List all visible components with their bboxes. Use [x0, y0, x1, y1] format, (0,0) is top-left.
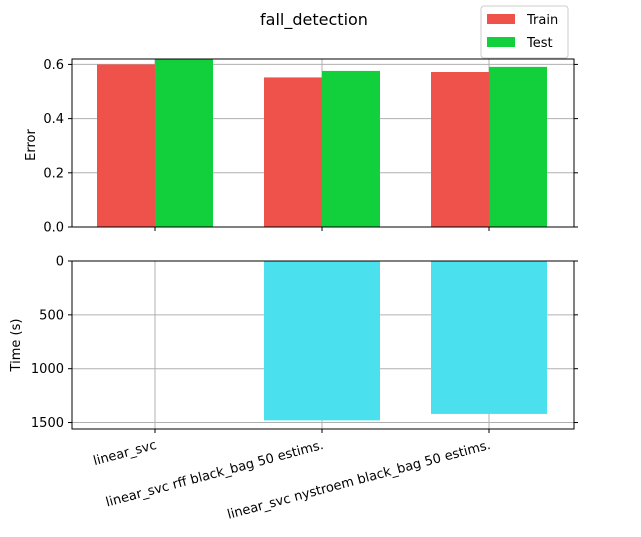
x-tick-label: linear_svc nystroem black_bag 50 estims. [226, 438, 493, 523]
error-y-tick-label: 0.2 [43, 166, 64, 181]
error-bar-train [97, 64, 155, 227]
error-bars [97, 59, 547, 228]
error-bar-test [322, 70, 380, 227]
time-bars [97, 261, 547, 421]
legend-label-train: Train [526, 13, 558, 28]
error-y-tick-label: 0.4 [43, 112, 64, 127]
legend: Train Test [480, 5, 569, 59]
error-y-ticks: 0.0 0.2 0.4 0.6 [43, 58, 578, 236]
error-y-axis-label: Error [24, 129, 39, 161]
legend-swatch-train [487, 14, 515, 24]
time-bar [431, 261, 547, 414]
time-y-tick-label: 1000 [31, 362, 64, 377]
chart-title: fall_detection [260, 10, 368, 30]
time-y-tick-label: 1500 [31, 416, 64, 431]
error-axes-frame [71, 58, 575, 228]
time-axes-frame [71, 260, 575, 430]
error-bar-test [155, 59, 213, 228]
legend-label-test: Test [526, 36, 553, 51]
time-y-axis-label: Time (s) [9, 319, 24, 373]
error-bar-train [431, 72, 489, 227]
time-bar [264, 261, 380, 421]
time-panel: 0 500 1000 1500 Time (s) [9, 255, 578, 433]
time-y-tick-label: 500 [39, 308, 64, 323]
time-y-ticks: 0 500 1000 1500 [31, 255, 578, 433]
error-bar-train [264, 77, 322, 227]
legend-swatch-test [487, 37, 515, 47]
x-tick-label: linear_svc [92, 438, 159, 469]
error-bar-test [489, 66, 547, 227]
error-y-tick-label: 0.0 [43, 221, 64, 236]
error-panel: 0.0 0.2 0.4 0.6 Error [24, 58, 578, 236]
error-y-tick-label: 0.6 [43, 58, 64, 73]
time-y-tick-label: 0 [56, 255, 64, 270]
